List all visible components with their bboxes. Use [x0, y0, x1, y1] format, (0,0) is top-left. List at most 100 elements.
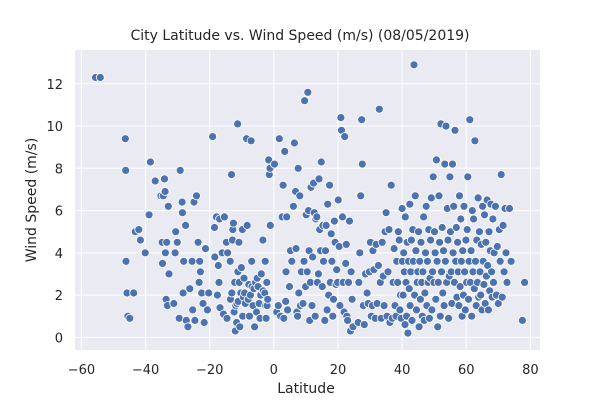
scatter-point: [346, 267, 356, 277]
scatter-point: [262, 277, 272, 287]
scatter-point: [329, 294, 338, 304]
scatter-point: [374, 104, 384, 114]
scatter-point: [323, 199, 333, 209]
scatter-point: [381, 208, 391, 218]
scatter-point: [194, 277, 204, 287]
scatter-point: [415, 256, 425, 266]
scatter-point: [343, 315, 353, 325]
scatter-point: [496, 170, 506, 180]
scatter-point: [415, 294, 425, 304]
scatter-point: [384, 225, 394, 235]
scatter-point: [233, 119, 243, 129]
scatter-point: [475, 267, 485, 277]
scatter-point: [294, 288, 304, 298]
scatter-point: [293, 163, 303, 173]
scatter-point: [422, 256, 432, 266]
scatter-point: [433, 322, 443, 332]
scatter-point: [466, 246, 476, 256]
scatter-point: [428, 267, 438, 277]
scatter-point: [208, 132, 218, 142]
scatter-point: [283, 305, 293, 315]
scatter-point: [140, 248, 150, 258]
scatter-point: [505, 204, 514, 213]
scatter-point: [362, 288, 372, 298]
scatter-point: [260, 256, 270, 266]
scatter-point: [313, 269, 323, 279]
scatter-point: [435, 311, 445, 321]
x-tick-label: 40: [394, 363, 411, 378]
scatter-point: [312, 212, 322, 222]
chart-title: City Latitude vs. Wind Speed (m/s) (08/0…: [130, 28, 469, 44]
scatter-point: [344, 277, 353, 287]
scatter-point: [210, 223, 219, 232]
scatter-point: [498, 220, 508, 230]
scatter-point: [285, 282, 294, 292]
scatter-point: [171, 227, 181, 237]
scatter-point: [484, 227, 494, 237]
scatter-point: [227, 170, 236, 180]
scatter-point: [444, 313, 454, 323]
scatter-point: [448, 159, 457, 169]
scatter-point: [493, 299, 503, 308]
scatter-point: [326, 229, 336, 239]
scatter-point: [424, 313, 434, 323]
scatter-point: [129, 288, 139, 298]
scatter-point: [483, 261, 493, 270]
scatter-point: [379, 301, 389, 311]
scatter-point: [492, 242, 502, 251]
scatter-point: [202, 305, 212, 315]
scatter-point: [386, 180, 396, 190]
scatter-point: [462, 225, 472, 235]
y-tick-label: 12: [46, 78, 63, 93]
scatter-point: [400, 320, 410, 330]
scatter-point: [383, 267, 393, 277]
scatter-point: [411, 246, 421, 256]
scatter-point: [495, 256, 505, 266]
data-points: [91, 60, 529, 338]
scatter-point: [163, 201, 173, 211]
x-tick-labels: −60 −40 −20 0 20 40 60 80: [68, 363, 539, 378]
scatter-point: [335, 301, 345, 311]
scatter-point: [473, 193, 483, 203]
scatter-point: [338, 212, 347, 222]
scatter-point: [435, 237, 445, 247]
scatter-point: [398, 290, 408, 300]
scatter-point: [150, 176, 160, 186]
scatter-point: [430, 248, 440, 258]
scatter-point: [393, 227, 403, 237]
scatter-point: [357, 115, 367, 125]
x-tick-label: −60: [68, 363, 95, 378]
scatter-point: [433, 277, 443, 287]
x-tick-label: 0: [270, 363, 278, 378]
scatter-point: [336, 113, 346, 122]
scatter-point: [125, 313, 135, 323]
scatter-point: [421, 248, 430, 258]
scatter-point: [480, 210, 489, 220]
scatter-point: [303, 87, 313, 97]
scatter-point: [121, 256, 131, 266]
scatter-point: [487, 267, 497, 277]
scatter-point: [421, 201, 431, 211]
scatter-point: [144, 210, 154, 220]
scatter-point: [440, 256, 450, 266]
scatter-point: [178, 288, 188, 298]
scatter-point: [341, 258, 351, 268]
scatter-point: [506, 256, 516, 266]
scatter-point: [281, 267, 291, 277]
scatter-point: [403, 328, 413, 338]
scatter-point: [455, 282, 465, 292]
scatter-point: [170, 248, 180, 258]
scatter-point: [160, 187, 170, 196]
scatter-point: [222, 313, 232, 323]
scatter-point: [234, 237, 244, 247]
scatter-point: [279, 313, 289, 323]
scatter-point: [282, 212, 292, 222]
scatter-point: [190, 315, 200, 325]
scatter-point: [333, 195, 343, 205]
scatter-point: [453, 237, 463, 247]
scatter-point: [355, 248, 365, 258]
scatter-point: [440, 159, 450, 169]
scatter-point: [410, 191, 420, 201]
scatter-point: [474, 227, 484, 237]
scatter-point: [270, 159, 279, 169]
